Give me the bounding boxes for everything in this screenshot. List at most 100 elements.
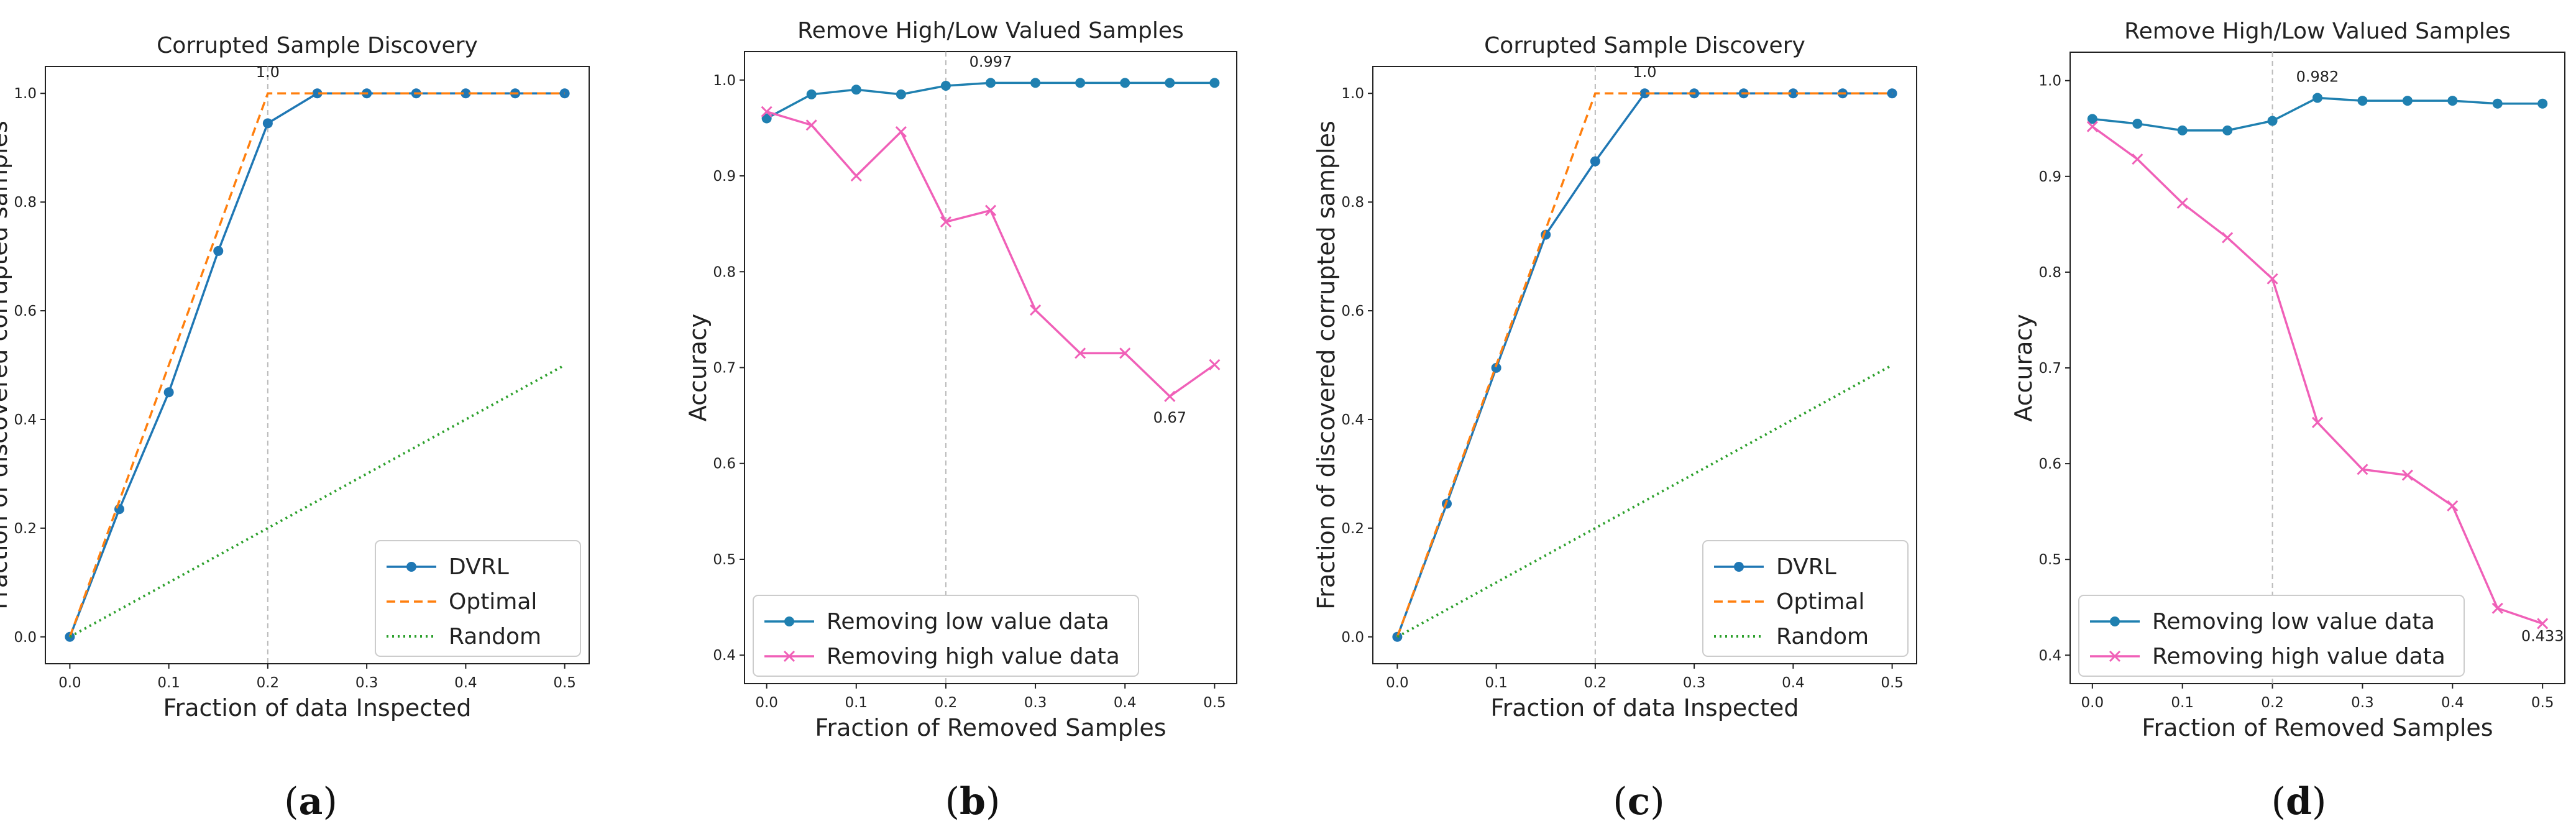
data-point-removing-low-value-data xyxy=(896,89,906,99)
x-tick-label: 0.1 xyxy=(2171,695,2194,711)
data-point-removing-high-value-data xyxy=(850,170,862,182)
y-tick-label: 0.8 xyxy=(713,264,736,280)
legend-label: Random xyxy=(1776,624,1869,649)
chart-panel-b: Remove High/Low Valued Samples 0.0 0.1 0.2 0… xyxy=(684,18,1237,823)
y-tick-label: 0.5 xyxy=(2038,552,2061,568)
y-axis-label: Accuracy xyxy=(684,314,712,422)
data-point-removing-high-value-data xyxy=(761,106,772,117)
data-point-dvrl xyxy=(1788,88,1799,99)
chart-panel-d: Remove High/Low Valued Samples 0.0 0.1 0.2 0… xyxy=(2010,19,2565,823)
y-tick-label: 1.0 xyxy=(1341,86,1364,102)
legend-label: Random xyxy=(449,624,541,649)
y-tick-label: 0.0 xyxy=(1341,630,1364,646)
y-axis-label: Fraction of discovered corrupted samples xyxy=(0,121,12,610)
data-point-dvrl xyxy=(262,118,273,129)
y-axis-label: Fraction of discovered corrupted samples xyxy=(1313,121,1340,610)
panel-label: (b) xyxy=(945,780,1001,823)
legend-label: Removing high value data xyxy=(2152,644,2445,669)
x-tick-label: 0.2 xyxy=(257,675,280,691)
value-annotation: 0.433 xyxy=(2521,627,2564,644)
legend-box xyxy=(2078,595,2465,677)
x-tick-label: 0.4 xyxy=(2441,695,2464,711)
value-annotation: 0.997 xyxy=(969,53,1012,70)
data-point-removing-low-value-data xyxy=(2132,119,2143,129)
legend-label: Optimal xyxy=(1776,589,1864,615)
x-tick-label: 0.5 xyxy=(1203,695,1226,711)
x-tick-label: 0.4 xyxy=(1114,695,1137,711)
data-point-removing-high-value-data xyxy=(895,126,907,138)
panel-label-open: ( xyxy=(1613,780,1627,823)
y-tick-label: 0.4 xyxy=(2038,648,2061,664)
chart-title: Remove High/Low Valued Samples xyxy=(797,18,1184,44)
data-point-dvrl xyxy=(461,88,471,99)
x-tick-label: 0.5 xyxy=(2531,695,2554,711)
x-axis-label: Fraction of data Inspected xyxy=(163,694,471,722)
legend-marker xyxy=(406,562,416,572)
panel-label-letter: c xyxy=(1628,780,1651,823)
x-tick-label: 0.0 xyxy=(755,695,778,711)
y-tick-label: 0.6 xyxy=(713,456,736,472)
panel-label-close: ) xyxy=(323,780,337,823)
y-tick-label: 0.9 xyxy=(2038,169,2061,185)
data-point-removing-low-value-data xyxy=(2492,98,2503,109)
y-tick-label: 0.7 xyxy=(713,360,736,377)
y-tick-label: 0.2 xyxy=(1341,521,1364,537)
x-axis-label: Fraction of Removed Samples xyxy=(2142,714,2493,741)
data-point-removing-low-value-data xyxy=(1120,78,1130,88)
data-point-removing-high-value-data xyxy=(2447,500,2459,511)
data-point-removing-low-value-data xyxy=(2267,116,2278,126)
data-point-removing-low-value-data xyxy=(2537,98,2548,109)
series-line-random xyxy=(1396,364,1893,638)
panel-label-close: ) xyxy=(2312,780,2326,823)
x-tick-label: 0.3 xyxy=(1024,695,1047,711)
y-tick-label: 1.0 xyxy=(14,86,37,102)
data-point-removing-high-value-data xyxy=(805,119,817,131)
chart-title: Corrupted Sample Discovery xyxy=(157,33,478,58)
x-tick-label: 0.2 xyxy=(2261,695,2284,711)
data-point-removing-high-value-data xyxy=(2222,232,2234,244)
chart-panel-c: Corrupted Sample Discovery 0.0 0.1 0.2 0.3 0.… xyxy=(1313,33,1917,823)
y-tick-label: 0.8 xyxy=(2038,265,2061,281)
data-point-removing-low-value-data xyxy=(851,85,861,95)
legend-label: Optimal xyxy=(449,589,537,615)
data-point-removing-high-value-data xyxy=(2132,154,2143,165)
value-annotation: 0.67 xyxy=(1153,409,1186,426)
data-point-dvrl xyxy=(213,245,224,256)
x-tick-label: 0.1 xyxy=(157,675,180,691)
panel-label-letter: d xyxy=(2286,780,2312,823)
legend-label: Removing low value data xyxy=(827,609,1109,635)
y-tick-label: 0.4 xyxy=(14,412,37,428)
panel-label-open: ( xyxy=(284,780,298,823)
y-tick-label: 0.4 xyxy=(713,648,736,664)
data-point-removing-high-value-data xyxy=(1209,359,1221,370)
y-tick-label: 0.5 xyxy=(713,552,736,568)
y-tick-label: 0.6 xyxy=(14,303,37,319)
panel-label: (a) xyxy=(284,780,337,823)
x-tick-label: 0.2 xyxy=(1584,675,1607,691)
legend-marker xyxy=(784,616,794,626)
panel-label-open: ( xyxy=(945,780,960,823)
data-point-removing-low-value-data xyxy=(2402,96,2413,106)
legend-label: Removing high value data xyxy=(827,644,1120,669)
y-tick-label: 0.6 xyxy=(1341,303,1364,319)
legend-label: DVRL xyxy=(1776,554,1836,580)
x-tick-label: 0.5 xyxy=(1881,675,1904,691)
panel-label: (c) xyxy=(1613,780,1664,823)
data-point-dvrl xyxy=(1639,88,1650,99)
y-tick-label: 1.0 xyxy=(2038,73,2061,89)
data-point-removing-high-value-data xyxy=(1030,304,1042,316)
chart-panel-a: Corrupted Sample Discovery 0.0 0.1 0.2 0.3 0.… xyxy=(0,33,590,823)
data-point-removing-low-value-data xyxy=(1030,78,1041,88)
legend-marker xyxy=(2109,650,2121,662)
x-tick-label: 0.3 xyxy=(2351,695,2374,711)
data-point-dvrl xyxy=(1590,156,1600,167)
legend-box xyxy=(375,540,581,657)
data-point-removing-high-value-data xyxy=(940,216,951,228)
legend-box xyxy=(1702,540,1909,657)
x-tick-label: 0.0 xyxy=(58,675,81,691)
legend-marker xyxy=(2110,616,2120,626)
data-point-removing-low-value-data xyxy=(1209,78,1220,88)
data-point-removing-low-value-data xyxy=(2222,125,2233,135)
panel-label-close: ) xyxy=(986,780,1000,823)
